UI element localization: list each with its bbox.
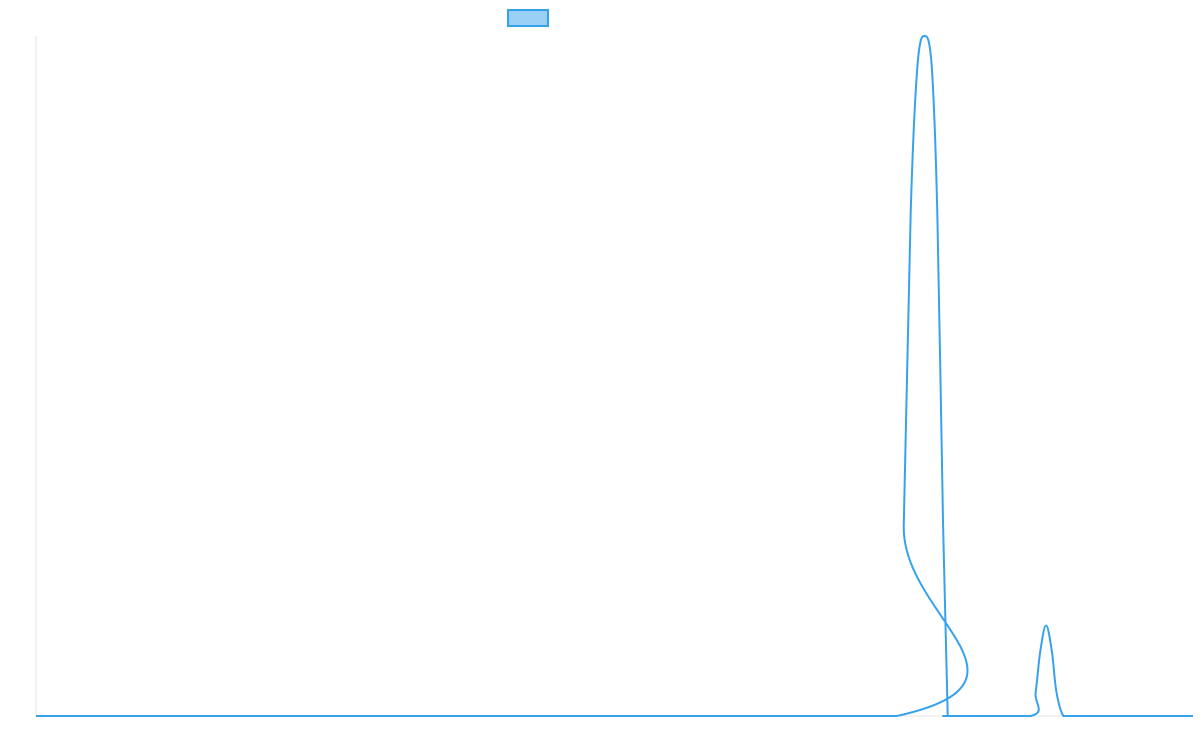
series-layer (36, 35, 1193, 718)
legend-swatch[interactable] (507, 9, 549, 27)
series-line (36, 35, 1193, 718)
legend[interactable] (507, 9, 549, 27)
axes (35, 36, 1193, 717)
